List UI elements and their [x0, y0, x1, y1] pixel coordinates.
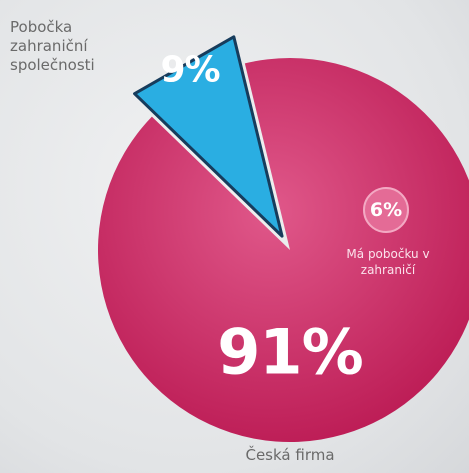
category-label: Pobočka zahraniční společnosti	[10, 18, 95, 74]
annotation-value: 6%	[369, 199, 403, 221]
annotation-circle	[363, 187, 409, 233]
category-label: Česká firma	[245, 446, 335, 464]
value-label: 9%	[160, 49, 220, 91]
pie-slice	[98, 57, 469, 442]
annotation-text: Má pobočku v zahraničí	[346, 247, 430, 277]
value-label: 91%	[217, 315, 363, 389]
pie-slice	[133, 35, 284, 238]
